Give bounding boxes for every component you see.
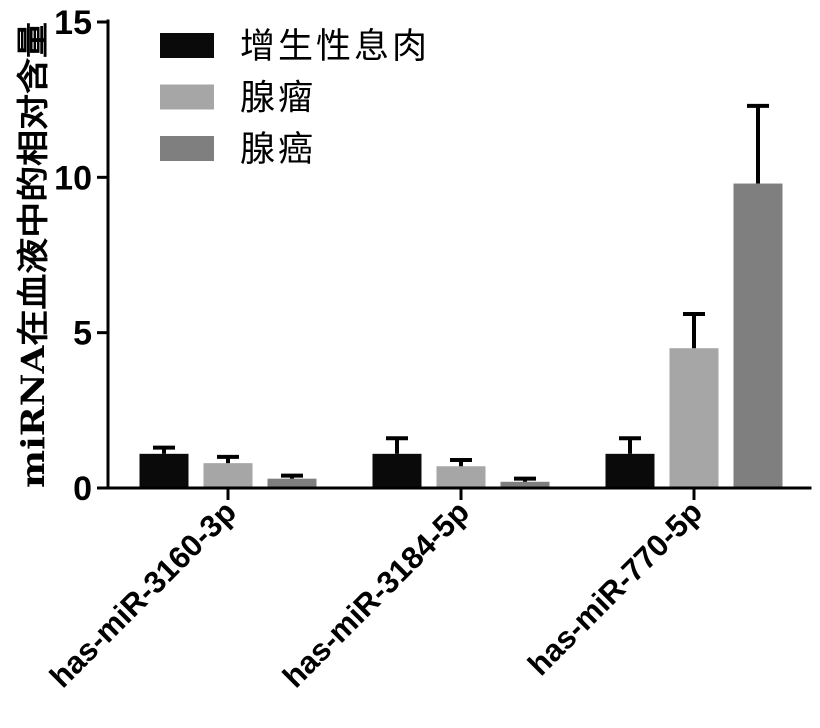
x-axis-ticks: has-miR-3160-3phas-miR-3184-5phas-miR-77… (43, 488, 709, 694)
legend-label: 增生性息肉 (240, 27, 430, 67)
legend-item-1: 腺瘤 (160, 79, 316, 119)
error-bar-series2-cat1 (514, 479, 536, 482)
y-tick-label: 0 (73, 470, 92, 508)
y-axis-ticks: 0 5 10 15 (54, 4, 108, 508)
error-bar-series2-cat0 (281, 476, 303, 479)
error-bar-series2-cat2 (747, 106, 769, 184)
bar-series0-cat2 (606, 454, 655, 488)
x-tick-label: has-miR-3184-5p (276, 494, 476, 694)
error-bar-series0-cat2 (619, 438, 641, 454)
bar-series1-cat1 (437, 466, 486, 488)
legend-swatch (160, 33, 214, 58)
bar-series1-cat0 (204, 463, 253, 488)
bar-series0-cat0 (140, 454, 189, 488)
legend-item-0: 增生性息肉 (160, 27, 430, 67)
bars (140, 184, 783, 488)
bar-series0-cat1 (373, 454, 422, 488)
error-bar-series1-cat2 (683, 314, 705, 348)
legend-swatch (160, 136, 214, 161)
x-tick-label: has-miR-3160-3p (43, 494, 243, 694)
bar-series1-cat2 (670, 348, 719, 488)
legend-label: 腺瘤 (240, 79, 316, 119)
y-tick-label: 15 (54, 4, 92, 42)
error-bar-series1-cat1 (450, 460, 472, 466)
y-tick-label: 10 (54, 159, 92, 197)
legend-item-2: 腺癌 (160, 130, 316, 170)
y-axis-label: miRNA在血液中的相对含量 (14, 22, 52, 488)
y-tick-label: 5 (73, 315, 92, 353)
error-bar-series0-cat1 (386, 438, 408, 454)
x-tick-label: has-miR-770-5p (521, 494, 709, 682)
legend-swatch (160, 85, 214, 110)
legend-label: 腺癌 (240, 130, 316, 170)
error-bar-series1-cat0 (217, 457, 239, 463)
error-bar-series0-cat0 (153, 448, 175, 454)
legend: 增生性息肉腺瘤腺癌 (160, 27, 430, 170)
bar-series2-cat2 (734, 184, 783, 488)
